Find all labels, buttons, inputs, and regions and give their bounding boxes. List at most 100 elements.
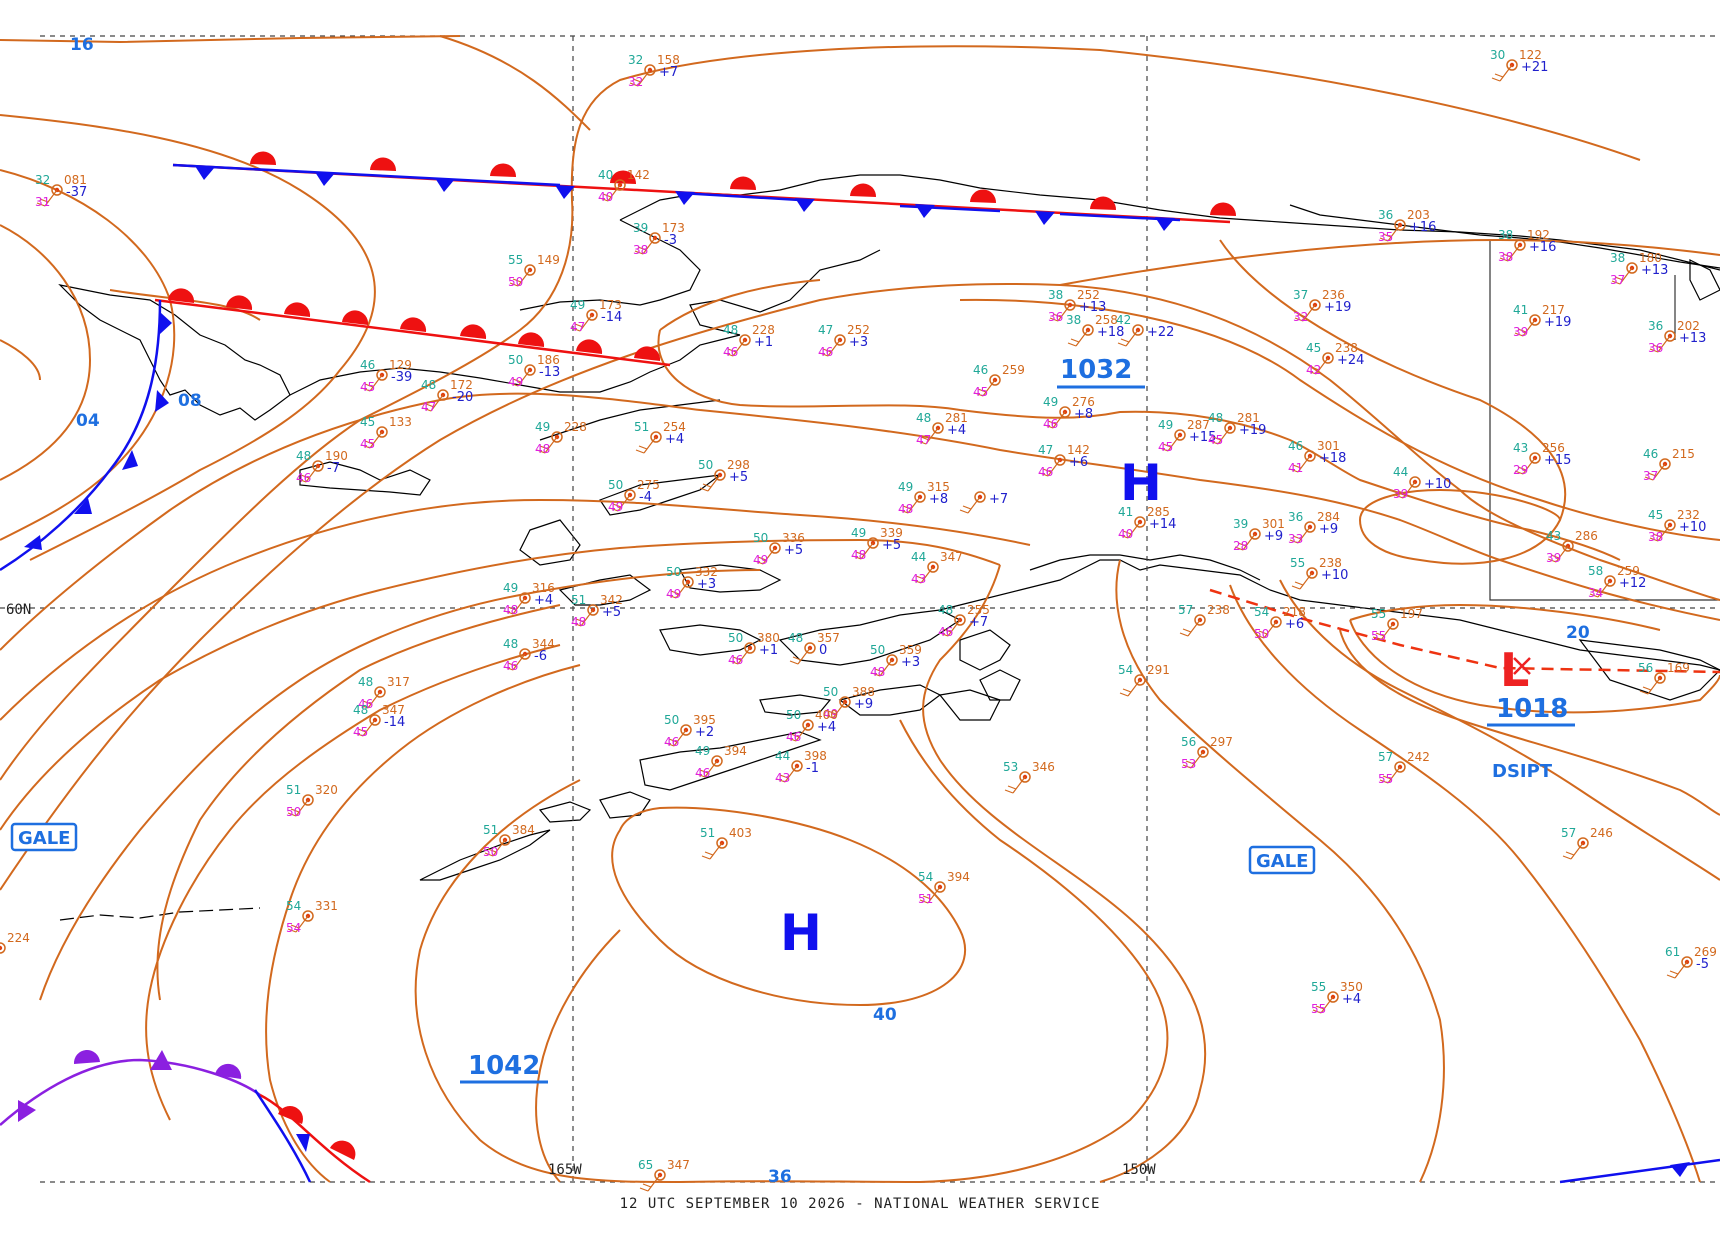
- station-plot: 36 35 203+16: [1378, 208, 1436, 244]
- station-circle: [524, 264, 536, 276]
- station-dewpoint: 39: [1393, 487, 1408, 501]
- pressure-label-1018: 1018: [1496, 694, 1568, 724]
- station-temp: 39: [633, 221, 648, 235]
- station-circle: [302, 910, 314, 922]
- station-pressure: 238: [1319, 556, 1342, 570]
- graticule: [0, 35, 1720, 1183]
- wind-barb: [1049, 304, 1071, 322]
- station-dewpoint: 50: [483, 845, 498, 859]
- station-pressure: 357: [817, 631, 840, 645]
- station-pressure: 286: [1575, 529, 1598, 543]
- station-dewpoint: 32: [1293, 310, 1308, 324]
- station-circle: [519, 592, 531, 604]
- station-temp: 46: [360, 358, 375, 372]
- pressure-label-1042: 1042: [468, 1051, 540, 1081]
- station-tendency: +7: [659, 65, 678, 80]
- station-circle: [1059, 406, 1071, 418]
- station-tendency: +9: [1319, 522, 1338, 537]
- station-plot: 51 254+4: [634, 420, 686, 454]
- wind-barb: [359, 691, 381, 709]
- wind-barb: [1649, 335, 1671, 353]
- station-tendency: -14: [384, 715, 405, 730]
- station-circle: [1019, 771, 1031, 783]
- station-tendency: +9: [1264, 529, 1283, 544]
- station-tendency: +18: [1097, 325, 1124, 340]
- station-tendency: +19: [1544, 315, 1571, 330]
- station-plot: 50 46 380+1: [728, 631, 780, 667]
- station-plot: 49 46 276+8: [1043, 395, 1095, 431]
- station-circle: [802, 719, 814, 731]
- wind-barb: [1159, 434, 1181, 452]
- high-center-north: H: [1120, 454, 1162, 512]
- station-dewpoint: 55: [1371, 629, 1386, 643]
- wind-barb: [297, 465, 319, 483]
- station-tendency: +24: [1337, 353, 1364, 368]
- station-pressure: 388: [852, 685, 875, 699]
- station-plot: 40 40 142: [598, 168, 650, 204]
- station-tendency: +1: [759, 643, 778, 658]
- station-temp: 50: [666, 565, 681, 579]
- station-pressure: 284: [1317, 510, 1340, 524]
- station-plot: 30 122+21: [1490, 48, 1548, 82]
- station-dewpoint: 49: [753, 553, 768, 567]
- wind-barb: [287, 799, 309, 817]
- wind-barb: [1039, 459, 1061, 477]
- wind-barb: [1255, 621, 1277, 639]
- station-plot: 38 37 180+13: [1610, 251, 1668, 287]
- station-pressure: 215: [1672, 447, 1695, 461]
- station-pressure: 359: [899, 643, 922, 657]
- wind-barb: [1514, 457, 1536, 475]
- station-plot: 224: [0, 931, 30, 954]
- station-plot: 49 47 173-14: [570, 298, 622, 334]
- station-temp: 51: [700, 826, 715, 840]
- station-dewpoint: 38: [1648, 530, 1663, 544]
- station-pressure: 254: [663, 420, 686, 434]
- station-temp: 44: [1393, 465, 1408, 479]
- station-dewpoint: 43: [911, 572, 926, 586]
- wind-barb: [1119, 679, 1141, 697]
- station-tendency: -6: [534, 649, 547, 664]
- station-dewpoint: 46: [664, 735, 679, 749]
- station-plot: 51 403: [700, 826, 752, 860]
- station-dot: [0, 945, 3, 951]
- station-pressure: 301: [1317, 439, 1340, 453]
- station-tendency: +13: [1679, 331, 1706, 346]
- station-temp: 54: [1254, 605, 1269, 619]
- station-temp: 50: [753, 531, 768, 545]
- station-pressure: 203: [1407, 208, 1430, 222]
- station-plot: 39 38 173-3: [633, 221, 685, 257]
- lat-label-60n: 60N: [6, 602, 31, 618]
- isobar-labels: 16 04 08 40 36 20: [70, 35, 1590, 1187]
- station-temp: 56: [1181, 735, 1196, 749]
- station-plot: 45 45 133: [360, 415, 412, 451]
- station-pressure: 246: [1590, 826, 1613, 840]
- station-pressure: 394: [947, 870, 970, 884]
- station-circle: [1387, 618, 1399, 630]
- station-temp: 30: [1490, 48, 1505, 62]
- station-pressure: 403: [729, 826, 752, 840]
- station-pressure: 291: [1147, 663, 1170, 677]
- station-temp: 48: [503, 637, 518, 651]
- station-temp: 44: [911, 550, 926, 564]
- station-circle: [587, 604, 599, 616]
- wind-barb: [1644, 463, 1666, 481]
- station-pressure: 347: [940, 550, 963, 564]
- station-circle: [954, 614, 966, 626]
- station-plot: 57 55 242: [1378, 750, 1430, 786]
- station-dewpoint: 45: [360, 437, 375, 451]
- station-temp: 53: [1003, 760, 1018, 774]
- wind-barb: [959, 496, 981, 514]
- station-circle: [1327, 991, 1339, 1003]
- dsipt-label: DSIPT: [1492, 761, 1553, 782]
- station-pressure: 228: [564, 420, 587, 434]
- wind-barb: [1379, 224, 1401, 242]
- station-temp: 46: [1643, 447, 1658, 461]
- station-plot: 49 45 287+15: [1158, 418, 1216, 454]
- station-circle: [791, 760, 803, 772]
- station-tendency: +6: [1285, 617, 1304, 632]
- station-circle: [1304, 521, 1316, 533]
- station-dewpoint: 50: [286, 805, 301, 819]
- wind-barb: [824, 701, 846, 719]
- station-dewpoint: 50: [1254, 627, 1269, 641]
